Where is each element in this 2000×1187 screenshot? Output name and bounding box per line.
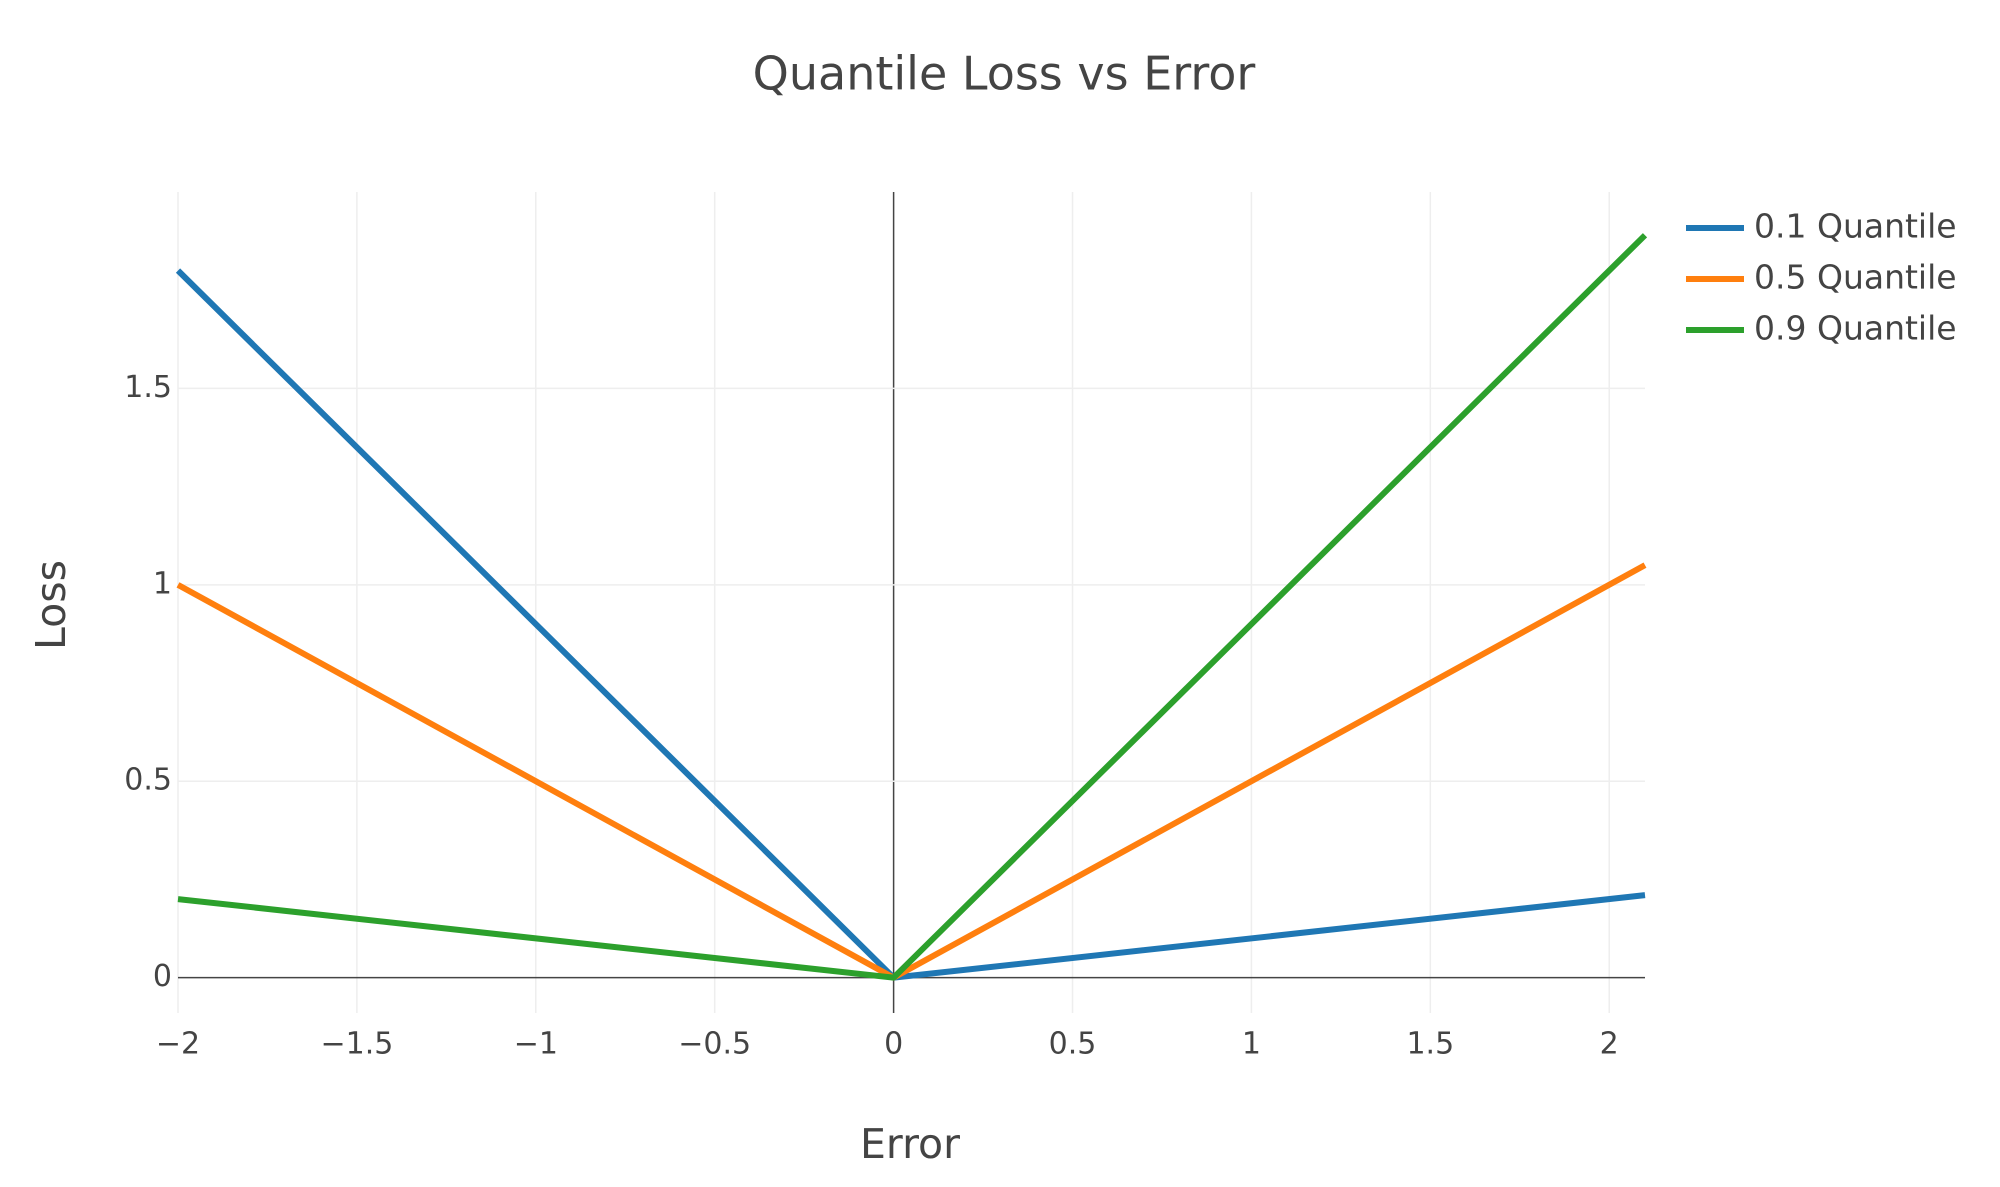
- x-tick-label: 1.5: [1406, 1027, 1454, 1062]
- x-tick-label: 0.5: [1049, 1027, 1097, 1062]
- series-line: [176, 562, 1647, 981]
- series-line: [175, 268, 1646, 981]
- legend-label: 0.9 Quantile: [1754, 309, 1957, 348]
- chart-title: Quantile Loss vs Error: [753, 47, 1256, 101]
- legend-label: 0.5 Quantile: [1754, 258, 1957, 297]
- series-line: [177, 233, 1648, 981]
- x-tick-label: 1: [1242, 1027, 1261, 1062]
- legend-label: 0.1 Quantile: [1754, 207, 1957, 246]
- y-axis-label: Loss: [27, 560, 75, 650]
- y-tick-label: 0.5: [124, 763, 172, 798]
- x-tick-label: 2: [1600, 1027, 1619, 1062]
- y-tick-label: 0: [153, 959, 172, 994]
- x-tick-label: −1: [514, 1027, 558, 1062]
- x-axis-label: Error: [860, 1120, 960, 1168]
- x-tick-label: 0: [884, 1027, 903, 1062]
- x-tick-label: −1.5: [320, 1027, 393, 1062]
- y-tick-label: 1.5: [124, 370, 172, 405]
- x-tick-label: −2: [156, 1027, 200, 1062]
- x-tick-label: −0.5: [678, 1027, 751, 1062]
- y-tick-label: 1: [153, 566, 172, 601]
